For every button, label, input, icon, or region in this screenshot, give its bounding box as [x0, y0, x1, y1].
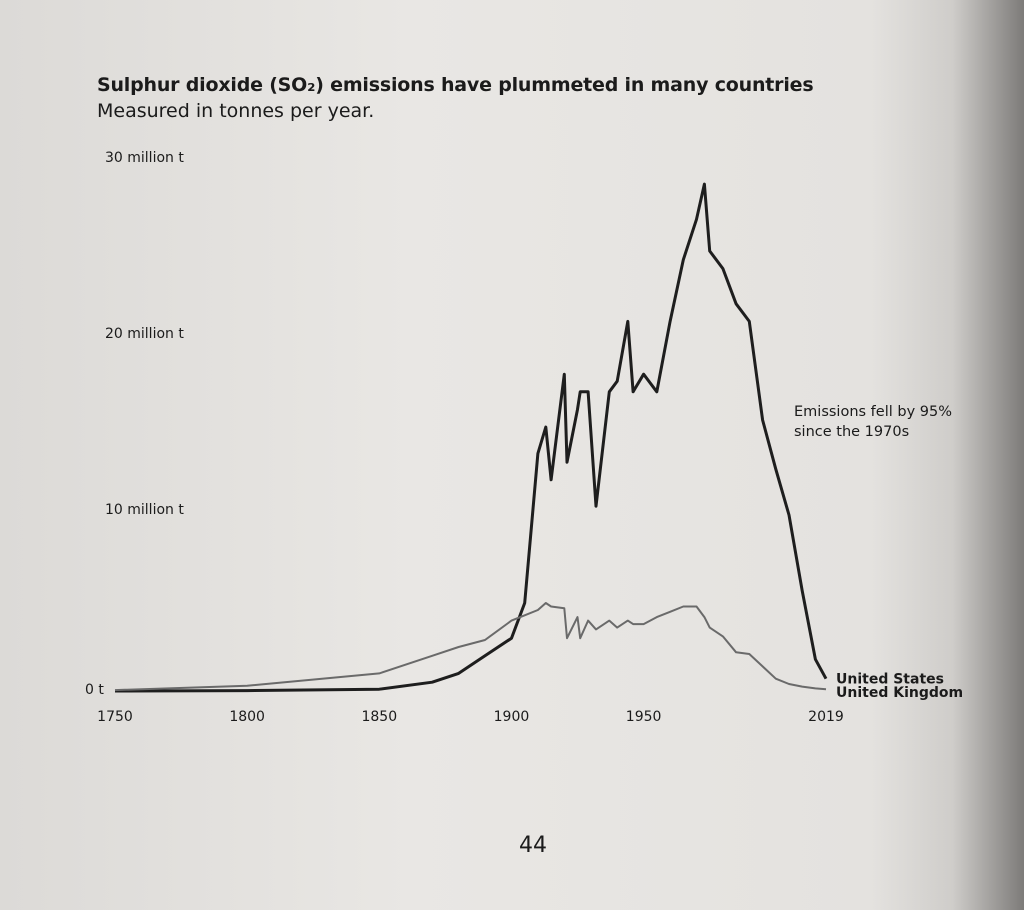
x-tick-label: 1950 — [626, 709, 662, 725]
x-tick-label: 1850 — [361, 709, 397, 725]
x-tick-label: 1750 — [97, 709, 133, 725]
page-number: 44 — [519, 833, 547, 858]
y-tick-label: 0 t — [85, 682, 104, 698]
series-line — [114, 182, 828, 693]
y-tick-label: 20 million t — [105, 326, 184, 342]
y-tick-label: 30 million t — [105, 150, 184, 166]
series-label: United States — [836, 672, 944, 688]
x-tick-label: 1900 — [494, 709, 530, 725]
y-tick-label: 10 million t — [105, 502, 184, 518]
x-tick-label: 2019 — [808, 709, 844, 725]
series-label: United Kingdom — [836, 685, 963, 701]
chart-subtitle: Measured in tonnes per year. — [97, 100, 375, 122]
annotation: Emissions fell by 95% since the 1970s — [794, 404, 952, 440]
x-tick-label: 1800 — [229, 709, 265, 725]
series-line — [114, 602, 827, 692]
chart-title: Sulphur dioxide (SO₂) emissions have plu… — [97, 74, 814, 96]
